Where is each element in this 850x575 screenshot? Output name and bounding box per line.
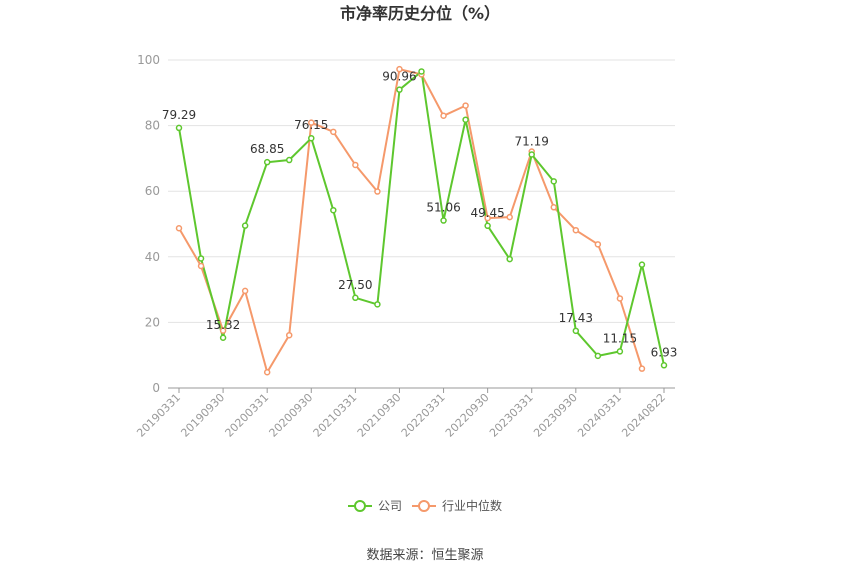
data-point-industry[interactable] [374,188,381,195]
data-point-industry[interactable] [440,112,447,120]
data-point-company[interactable] [506,255,513,263]
data-point-industry[interactable] [550,204,558,211]
data-point-company[interactable] [308,134,315,142]
data-point-industry[interactable] [197,262,205,270]
data-point-company[interactable] [484,222,491,230]
x-tick-label: 20240822 [619,391,668,440]
data-point-company[interactable] [285,156,293,164]
data-point-company[interactable] [550,178,558,185]
data-labels: 79.29 15.32 68.85 76.15 27.50 90.96 51.06 49.45… [162,70,678,360]
data-point-industry[interactable] [175,225,183,232]
data-point-company[interactable] [263,158,271,166]
data-point-company[interactable] [594,352,602,360]
data-label: 6.93 [651,345,678,359]
data-point-company[interactable] [197,255,205,262]
y-tick-label: 100 [137,53,160,67]
data-label: 71.19 [515,134,549,148]
data-point-company[interactable] [175,124,183,132]
data-point-company[interactable] [241,222,249,229]
x-tick-label: 20220331 [399,391,448,440]
data-point-company[interactable] [616,348,624,355]
x-tick-label: 20240331 [575,391,624,440]
data-points [175,65,668,376]
legend-item-industry[interactable]: 行业中位数 [412,498,502,513]
x-tick-label: 20200930 [267,391,316,440]
data-point-company[interactable] [396,86,403,93]
x-tick-label: 20190930 [178,391,227,440]
y-tick-label: 60 [145,184,160,198]
data-point-industry[interactable] [219,327,227,334]
data-point-industry[interactable] [352,161,359,169]
data-point-company[interactable] [374,301,381,308]
x-tick-label: 20220930 [443,391,492,440]
data-point-industry[interactable] [506,213,513,221]
data-point-company[interactable] [418,68,425,75]
y-tick-label: 0 [152,381,160,395]
data-point-industry[interactable] [572,226,580,234]
legend[interactable]: 公司 行业中位数 [348,498,502,513]
data-point-industry[interactable] [616,295,624,302]
data-point-company[interactable] [572,327,580,335]
legend-label-company: 公司 [378,499,402,513]
y-tick-label: 80 [145,119,160,133]
data-point-company[interactable] [330,206,337,214]
x-tick-label: 20230331 [487,391,536,440]
y-axis: 0 20 40 60 80 100 [137,53,160,395]
data-point-industry[interactable] [330,128,337,136]
data-label: 79.29 [162,108,196,122]
data-label: 68.85 [250,142,284,156]
legend-label-industry: 行业中位数 [442,498,502,513]
data-point-industry[interactable] [638,365,646,372]
x-tick-label: 20210930 [355,391,404,440]
grid [168,59,675,323]
legend-marker-company [354,500,366,512]
data-point-company[interactable] [352,294,359,302]
data-label: 51.06 [426,201,460,215]
data-label: 15.32 [206,318,240,332]
series-line-industry [178,68,643,374]
x-tick-label: 20210331 [311,391,360,440]
data-label: 76.15 [294,118,328,132]
x-tick-label: 20200331 [223,391,272,440]
data-point-company[interactable] [528,151,535,158]
data-point-company[interactable] [462,116,469,123]
data-point-industry[interactable] [396,65,403,73]
data-point-industry[interactable] [308,119,315,126]
data-point-industry[interactable] [263,369,271,376]
data-source: 数据来源：恒生聚源 [366,548,483,563]
chart-title: 市净率历史分位（%） [340,4,500,23]
data-label: 27.50 [338,278,372,292]
data-point-company[interactable] [660,362,668,369]
legend-item-company[interactable]: 公司 [348,499,402,513]
data-point-industry[interactable] [285,331,293,339]
x-tick-label: 20230930 [531,391,580,440]
data-point-industry[interactable] [241,287,249,295]
data-label: 11.15 [603,331,637,345]
data-point-company[interactable] [638,261,646,268]
data-point-company[interactable] [219,334,227,342]
data-label: 17.43 [559,311,593,325]
x-axis: 2019033120190930202003312020093020210331… [134,387,675,440]
y-tick-label: 40 [145,250,160,264]
data-label: 49.45 [470,206,504,220]
y-tick-label: 20 [145,315,160,329]
series-lines [178,68,665,374]
x-tick-label: 20190331 [134,391,183,440]
data-point-industry[interactable] [484,214,491,222]
legend-marker-industry [418,500,430,512]
data-point-industry[interactable] [462,102,469,109]
data-point-company[interactable] [440,217,447,224]
data-label: 90.96 [382,70,416,84]
data-point-industry[interactable] [594,241,602,248]
